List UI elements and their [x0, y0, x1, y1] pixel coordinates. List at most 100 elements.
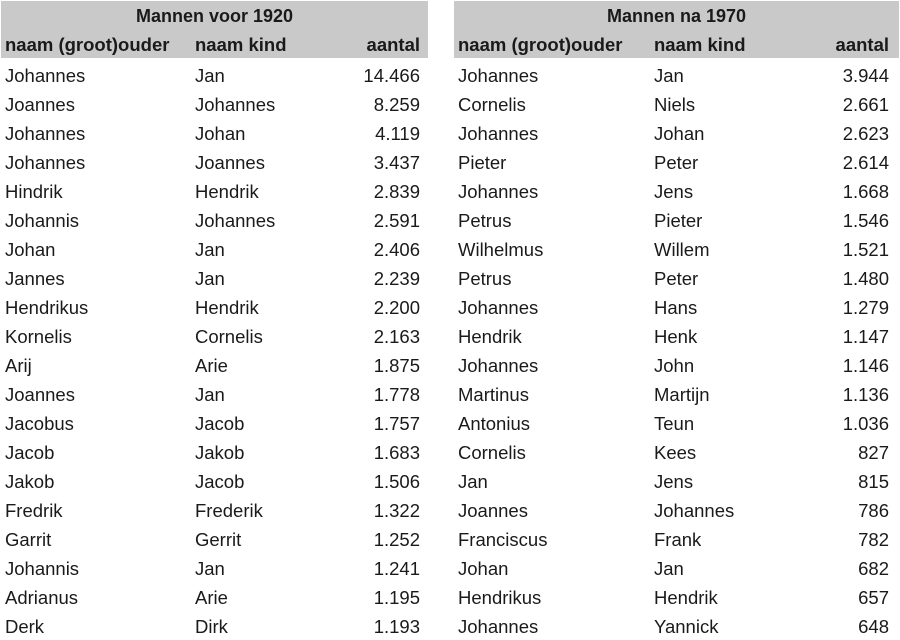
cell-parent-name: Johannes [5, 123, 86, 144]
table-row: Cornelis Niels 2.661 [454, 89, 899, 118]
table-header: Mannen voor 1920 naam (groot)ouder naam … [1, 1, 428, 58]
cell-count: 2.406 [373, 239, 420, 260]
table-row: Antonius Teun 1.036 [454, 408, 899, 437]
table-row: Johannes Hans 1.279 [454, 292, 899, 321]
cell-parent-name: Johannes [458, 355, 539, 376]
table-row: Jacobus Jacob 1.757 [1, 408, 428, 437]
cell-child-name: Pieter [654, 210, 703, 231]
cell-child-name: Johannes [654, 500, 735, 521]
table-row: Arij Arie 1.875 [1, 350, 428, 379]
table-row: Jakob Jacob 1.506 [1, 466, 428, 495]
cell-count: 2.623 [842, 123, 889, 144]
table-row: Joannes Johannes 8.259 [1, 89, 428, 118]
cell-count: 4.119 [375, 123, 420, 144]
cell-count: 1.875 [373, 355, 420, 376]
cell-count: 682 [858, 558, 889, 579]
table-row: Johannes Johan 2.623 [454, 118, 899, 147]
table-row: Johan Jan 682 [454, 553, 899, 582]
table-row: Hendrikus Hendrik 657 [454, 582, 899, 611]
cell-child-name: Hendrik [654, 587, 718, 608]
cell-count: 14.466 [363, 65, 420, 86]
cell-parent-name: Petrus [458, 210, 512, 231]
cell-child-name: Jan [195, 558, 225, 579]
cell-parent-name: Joannes [5, 94, 75, 115]
cell-parent-name: Hindrik [5, 181, 63, 202]
cell-count: 2.239 [373, 268, 420, 289]
table-row: Pieter Peter 2.614 [454, 147, 899, 176]
table-row: Martinus Martijn 1.136 [454, 379, 899, 408]
cell-child-name: Johan [195, 123, 246, 144]
table-row: Franciscus Frank 782 [454, 524, 899, 553]
cell-child-name: Henk [654, 326, 698, 347]
table-row: Jacob Jakob 1.683 [1, 437, 428, 466]
cell-parent-name: Jacob [5, 442, 55, 463]
cell-child-name: Martijn [654, 384, 710, 405]
cell-count: 3.437 [373, 152, 420, 173]
cell-count: 782 [858, 529, 889, 550]
cell-parent-name: Johannes [458, 616, 539, 637]
table-row: Hendrik Henk 1.147 [454, 321, 899, 350]
cell-parent-name: Hendrikus [5, 297, 89, 318]
table-row: Hendrikus Hendrik 2.200 [1, 292, 428, 321]
cell-count: 1.241 [373, 558, 420, 579]
table-row: Johan Jan 2.406 [1, 234, 428, 263]
table-row: Johannes Jan 14.466 [1, 60, 428, 89]
cell-child-name: Johannes [195, 94, 276, 115]
cell-parent-name: Hendrikus [458, 587, 542, 608]
table-title: Mannen voor 1920 [135, 6, 294, 26]
cell-parent-name: Cornelis [458, 94, 526, 115]
cell-count: 1.136 [842, 384, 889, 405]
cell-child-name: Hendrik [195, 181, 259, 202]
cell-child-name: Dirk [195, 616, 228, 637]
table-row: Joannes Jan 1.778 [1, 379, 428, 408]
cell-count: 2.163 [373, 326, 420, 347]
table-row: Garrit Gerrit 1.252 [1, 524, 428, 553]
cell-parent-name: Garrit [5, 529, 52, 550]
cell-parent-name: Arij [5, 355, 32, 376]
cell-parent-name: Jacobus [5, 413, 74, 434]
table-row: Johannes Jens 1.668 [454, 176, 899, 205]
cell-count: 8.259 [373, 94, 420, 115]
cell-parent-name: Jannes [5, 268, 65, 289]
cell-count: 2.200 [373, 297, 420, 318]
cell-count: 1.668 [842, 181, 889, 202]
header-child-name: naam kind [654, 34, 746, 55]
cell-parent-name: Johan [5, 239, 56, 260]
cell-parent-name: Franciscus [458, 529, 548, 550]
cell-parent-name: Fredrik [5, 500, 63, 521]
table-row: Johannis Johannes 2.591 [1, 205, 428, 234]
header-count: aantal [366, 34, 420, 55]
table-row: Hindrik Hendrik 2.839 [1, 176, 428, 205]
cell-child-name: Arie [195, 355, 228, 376]
cell-parent-name: Antonius [458, 413, 530, 434]
table-body: Johannes Jan 14.466 Joannes Johannes 8.259 Joh… [1, 58, 428, 640]
header-parent-name: naam (groot)ouder [5, 34, 170, 55]
cell-parent-name: Pieter [458, 152, 507, 173]
cell-child-name: Joannes [195, 152, 265, 173]
table-row: Jannes Jan 2.239 [1, 263, 428, 292]
table-row: Kornelis Cornelis 2.163 [1, 321, 428, 350]
cell-count: 1.757 [373, 413, 420, 434]
cell-count: 1.546 [842, 210, 889, 231]
cell-child-name: Kees [654, 442, 697, 463]
table-row: Johannes Johan 4.119 [1, 118, 428, 147]
cell-child-name: Jan [195, 239, 225, 260]
cell-child-name: Jacob [195, 471, 245, 492]
cell-child-name: Gerrit [195, 529, 242, 550]
cell-parent-name: Jakob [5, 471, 55, 492]
cell-parent-name: Johannes [458, 297, 539, 318]
cell-child-name: Jens [654, 471, 694, 492]
cell-count: 1.322 [373, 500, 420, 521]
table-row: Fredrik Frederik 1.322 [1, 495, 428, 524]
cell-count: 786 [858, 500, 889, 521]
cell-child-name: Peter [654, 152, 699, 173]
cell-parent-name: Cornelis [458, 442, 526, 463]
cell-child-name: Jacob [195, 413, 245, 434]
cell-count: 1.036 [842, 413, 889, 434]
cell-parent-name: Joannes [5, 384, 75, 405]
cell-count: 1.506 [373, 471, 420, 492]
cell-child-name: Johan [654, 123, 705, 144]
cell-child-name: Arie [195, 587, 228, 608]
cell-count: 648 [858, 616, 889, 637]
cell-child-name: Niels [654, 94, 696, 115]
